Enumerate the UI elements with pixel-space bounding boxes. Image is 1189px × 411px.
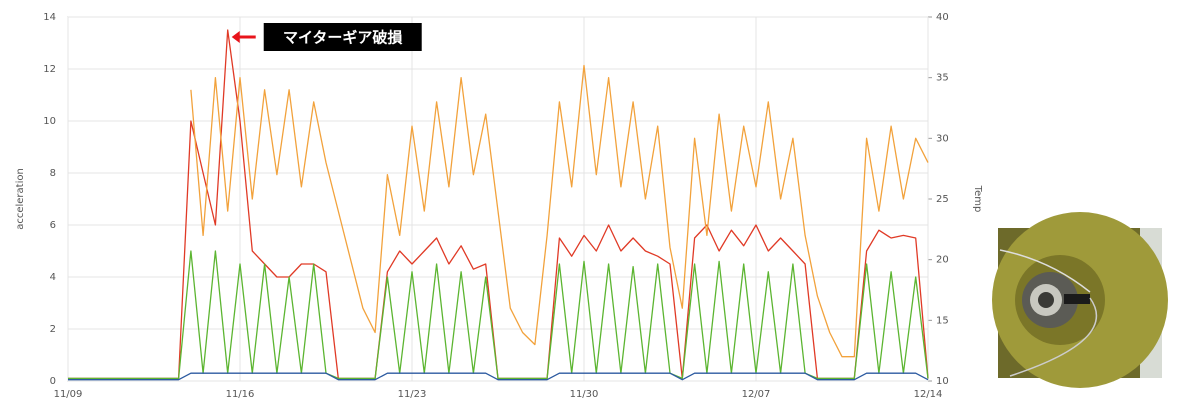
y-tick-label: 12 [43, 64, 56, 75]
y2-tick-label: 30 [936, 133, 949, 144]
x-tick-label: 11/30 [570, 389, 599, 400]
y-tick-label: 4 [50, 272, 56, 283]
plot-frame [68, 17, 928, 381]
annotation-text: マイターギア破損 [283, 29, 403, 47]
y2-tick-label: 20 [936, 255, 949, 266]
y-tick-label: 2 [50, 324, 56, 335]
y-tick-label: 10 [43, 116, 56, 127]
y-axis-label: acceleration [15, 168, 26, 230]
y2-axis-label: Temp [972, 185, 983, 213]
x-tick-label: 11/09 [54, 389, 83, 400]
x-tick-label: 12/07 [742, 389, 771, 400]
photo [992, 212, 1168, 388]
y2-tick-label: 25 [936, 194, 949, 205]
x-tick-label: 12/14 [914, 389, 943, 400]
y-tick-label: 14 [43, 12, 56, 23]
y2-tick-label: 10 [936, 376, 949, 387]
y-tick-label: 6 [50, 220, 56, 231]
y2-tick-label: 35 [936, 73, 949, 84]
x-tick-label: 11/16 [226, 389, 255, 400]
y-tick-label: 8 [50, 168, 56, 179]
y2-tick-label: 15 [936, 315, 949, 326]
y2-tick-label: 40 [936, 12, 949, 23]
y-tick-label: 0 [50, 376, 56, 387]
chart: acceleration Temp 0 2 4 6 8 10 12 14 10 15 20 25 30 3… [0, 0, 1189, 407]
x-tick-label: 11/23 [398, 389, 427, 400]
